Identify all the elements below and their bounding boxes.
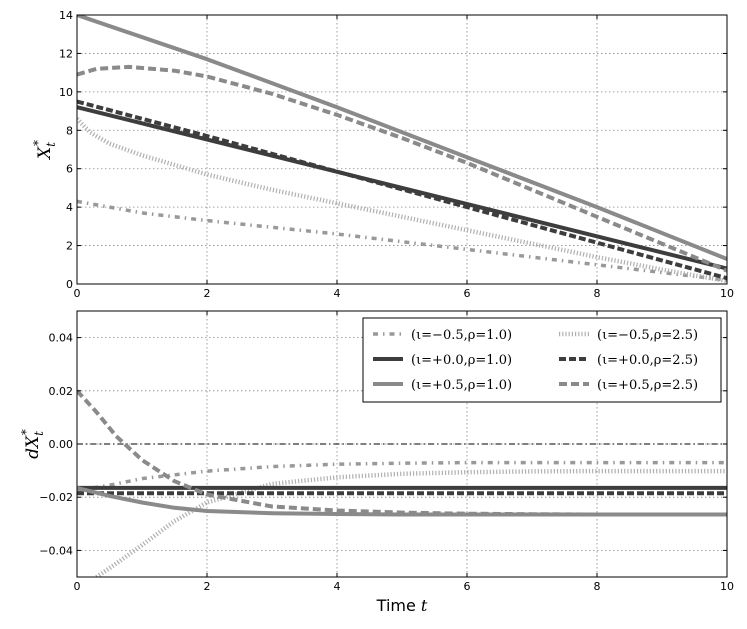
panel-1: 0 2 4 6 8 10 0 2 4 6 8 10 12 14 Xt*: [31, 9, 734, 300]
x-tick-label: 6: [464, 580, 471, 593]
y-tick-label: 8: [66, 124, 73, 137]
x-tick-label: 10: [720, 580, 734, 593]
x-tick-label: 2: [204, 287, 211, 300]
legend-label-s5: (ι=+0.5,ρ=1.0): [411, 378, 512, 393]
series-line-s2: [95, 468, 727, 577]
x-tick-label: 4: [334, 580, 341, 593]
series-line-s1: [77, 199, 727, 282]
series-group: [77, 15, 727, 284]
y-tick-label: −0.04: [39, 544, 73, 557]
y-tick-label: 0.00: [49, 438, 74, 451]
y-tick-label: 10: [59, 86, 73, 99]
y-axis-label: Xt*: [31, 140, 58, 161]
x-tick-label: 8: [594, 580, 601, 593]
y-axis-label-sup: *: [19, 429, 33, 435]
x-axis-label-text: Time: [376, 596, 421, 615]
y-tick-label: 12: [59, 47, 73, 60]
x-tick-label: 8: [594, 287, 601, 300]
legend-box: [362, 317, 722, 403]
series-line-s4: [77, 99, 727, 281]
y-tick-label: 0.04: [49, 332, 74, 345]
legend-label-s3: (ι=+0.0,ρ=1.0): [411, 353, 512, 368]
x-tick-label: 0: [74, 287, 81, 300]
y-axis-label: dXt*: [19, 429, 46, 459]
y-tick-label: 0: [66, 278, 73, 291]
y-tick-label: 6: [66, 163, 73, 176]
series-line-s5: [77, 15, 727, 261]
y-axis-label-sub: t: [44, 142, 58, 147]
x-tick-label: 6: [464, 287, 471, 300]
x-axis-label-var: t: [421, 596, 428, 615]
series-line-s6: [77, 64, 727, 273]
series-line-s2: [77, 117, 727, 284]
plot-frame: [76, 14, 728, 285]
legend-label-s2: (ι=−0.5,ρ=2.5): [597, 328, 698, 343]
legend-label-s6: (ι=+0.5,ρ=2.5): [597, 378, 698, 393]
y-tick-label: −0.02: [39, 491, 73, 504]
x-tick-label: 4: [334, 287, 341, 300]
y-axis-label-main: X: [35, 146, 55, 161]
x-tick-label: 2: [204, 580, 211, 593]
x-tick-label: 10: [720, 287, 734, 300]
y-tick-label: 0.02: [49, 385, 74, 398]
y-tick-label: 4: [66, 201, 73, 214]
x-axis-label: Time t: [376, 596, 428, 615]
series-group: [77, 389, 727, 577]
legend-label-s1: (ι=−0.5,ρ=1.0): [411, 328, 512, 343]
legend: (ι=−0.5,ρ=1.0) (ι=−0.5,ρ=2.5) (ι=+0.0,ρ=1.…: [362, 317, 722, 403]
y-axis-label-sub: t: [32, 431, 46, 436]
x-tick-label: 0: [74, 580, 81, 593]
y-axis-label-main: dX: [23, 435, 43, 459]
legend-label-s4: (ι=+0.0,ρ=2.5): [597, 353, 698, 368]
y-tick-label: 14: [59, 9, 73, 22]
series-line-s1: [77, 460, 727, 493]
y-axis-label-sup: *: [31, 140, 45, 146]
series-line-s6: [77, 389, 727, 517]
y-tick-label: 2: [66, 240, 73, 253]
